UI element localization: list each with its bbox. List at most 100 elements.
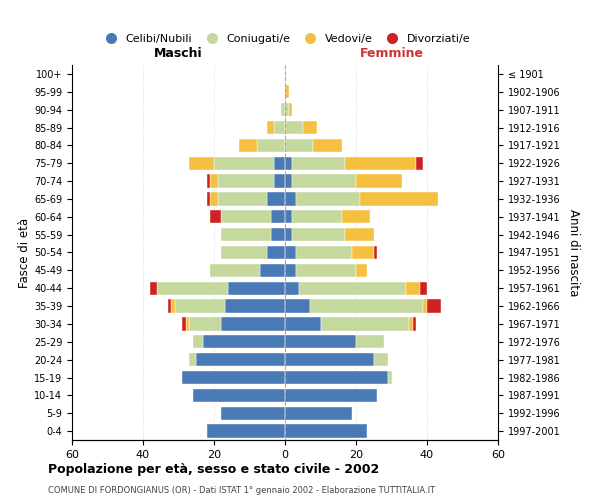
Bar <box>221 406 285 420</box>
Bar <box>406 282 420 295</box>
Bar <box>409 317 413 330</box>
Bar <box>296 246 352 259</box>
Bar <box>299 282 406 295</box>
Bar <box>285 388 377 402</box>
Bar <box>356 335 385 348</box>
Bar <box>274 156 285 170</box>
Bar <box>182 317 185 330</box>
Bar <box>285 103 289 117</box>
Bar <box>285 138 313 152</box>
Bar <box>271 210 285 224</box>
Bar <box>296 264 356 277</box>
Bar <box>257 138 285 152</box>
Bar <box>285 210 292 224</box>
Bar <box>267 192 285 205</box>
Bar <box>359 192 437 205</box>
Text: COMUNE DI FORDONGIANUS (OR) - Dati ISTAT 1° gennaio 2002 - Elaborazione TUTTITAL: COMUNE DI FORDONGIANUS (OR) - Dati ISTAT… <box>48 486 435 495</box>
Bar <box>285 264 296 277</box>
Bar <box>221 317 285 330</box>
Bar <box>260 264 285 277</box>
Bar <box>285 317 320 330</box>
Bar <box>189 317 221 330</box>
Bar <box>203 335 285 348</box>
Bar <box>196 353 285 366</box>
Bar <box>342 210 370 224</box>
Bar <box>292 156 346 170</box>
Bar <box>285 424 367 438</box>
Bar <box>207 192 211 205</box>
Bar <box>281 103 285 117</box>
Bar <box>193 388 285 402</box>
Bar <box>285 192 296 205</box>
Legend: Celibi/Nubili, Coniugati/e, Vedovi/e, Divorziati/e: Celibi/Nubili, Coniugati/e, Vedovi/e, Di… <box>95 30 475 48</box>
Bar <box>267 246 285 259</box>
Bar <box>285 335 356 348</box>
Bar <box>221 246 267 259</box>
Bar <box>274 174 285 188</box>
Text: Maschi: Maschi <box>154 46 203 60</box>
Bar <box>221 228 271 241</box>
Bar <box>218 174 274 188</box>
Bar <box>346 156 416 170</box>
Bar <box>168 300 172 313</box>
Bar <box>285 85 289 98</box>
Bar <box>211 210 221 224</box>
Bar <box>285 371 388 384</box>
Y-axis label: Fasce di età: Fasce di età <box>18 218 31 288</box>
Bar <box>427 300 441 313</box>
Bar <box>292 228 346 241</box>
Bar <box>189 353 196 366</box>
Bar <box>356 264 367 277</box>
Bar <box>150 282 157 295</box>
Bar <box>189 156 214 170</box>
Bar <box>193 335 203 348</box>
Bar <box>424 300 427 313</box>
Bar <box>285 246 296 259</box>
Text: Popolazione per età, sesso e stato civile - 2002: Popolazione per età, sesso e stato civil… <box>48 462 379 475</box>
Bar <box>303 121 317 134</box>
Bar <box>285 156 292 170</box>
Bar <box>185 317 189 330</box>
Bar <box>218 192 267 205</box>
Bar <box>214 156 274 170</box>
Text: Femmine: Femmine <box>359 46 424 60</box>
Bar <box>420 282 427 295</box>
Bar <box>292 174 356 188</box>
Bar <box>289 103 292 117</box>
Bar <box>211 264 260 277</box>
Bar <box>228 282 285 295</box>
Bar <box>356 174 402 188</box>
Bar <box>285 174 292 188</box>
Bar <box>413 317 416 330</box>
Bar <box>274 121 285 134</box>
Bar <box>296 192 359 205</box>
Bar <box>175 300 224 313</box>
Bar <box>352 246 374 259</box>
Bar <box>285 406 352 420</box>
Bar <box>271 228 285 241</box>
Bar <box>182 371 285 384</box>
Bar <box>285 228 292 241</box>
Bar <box>224 300 285 313</box>
Bar <box>310 300 424 313</box>
Bar <box>285 300 310 313</box>
Y-axis label: Anni di nascita: Anni di nascita <box>567 209 580 296</box>
Bar <box>374 246 377 259</box>
Bar <box>221 210 271 224</box>
Bar <box>239 138 257 152</box>
Bar <box>157 282 228 295</box>
Bar <box>211 174 218 188</box>
Bar <box>346 228 374 241</box>
Bar <box>172 300 175 313</box>
Bar <box>211 192 218 205</box>
Bar <box>285 353 374 366</box>
Bar <box>313 138 342 152</box>
Bar <box>388 371 392 384</box>
Bar <box>374 353 388 366</box>
Bar <box>207 174 211 188</box>
Bar <box>320 317 409 330</box>
Bar <box>292 210 342 224</box>
Bar <box>207 424 285 438</box>
Bar <box>285 121 303 134</box>
Bar <box>267 121 274 134</box>
